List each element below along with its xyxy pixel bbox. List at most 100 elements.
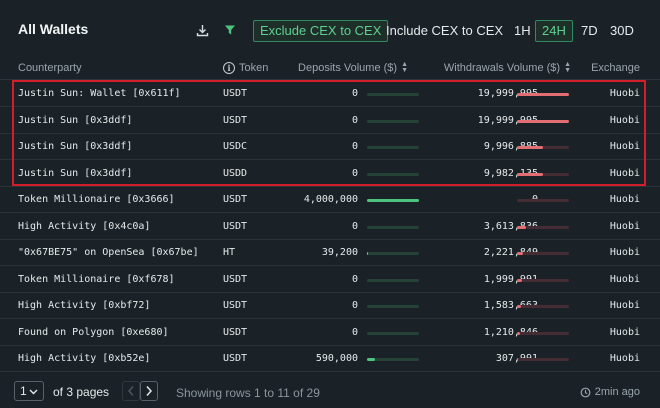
counterparty-cell[interactable]: Justin Sun [0x3ddf] (18, 114, 133, 126)
exclude-cex-toggle[interactable]: Exclude CEX to CEX (253, 20, 389, 42)
column-withdrawals[interactable]: Withdrawals Volume ($) ▲ ▼ (444, 61, 571, 74)
withdrawal-bar (517, 146, 569, 149)
counterparty-cell[interactable]: High Activity [0x4c0a] (18, 220, 151, 232)
deposit-bar (367, 305, 419, 308)
counterparty-cell[interactable]: "0x67BE75" on OpenSea [0x67be] (18, 247, 199, 258)
timeframe-1h[interactable]: 1H (514, 23, 531, 38)
withdrawal-bar (517, 119, 569, 123)
table-row[interactable]: High Activity [0xbf72] USDT 0 1,583,663 Huob… (0, 293, 660, 319)
withdrawal-bar (517, 199, 569, 202)
counterparty-cell[interactable]: High Activity [0xbf72] (18, 300, 151, 311)
token-cell: USDT (223, 353, 248, 364)
token-cell: HT (223, 247, 236, 258)
counterparty-cell[interactable]: High Activity [0xb52e] (18, 353, 151, 364)
deposits-cell: 0 (351, 273, 358, 285)
column-token-label: Token (239, 62, 269, 74)
withdrawal-bar-fill (517, 93, 569, 96)
page-count: of 3 pages (53, 385, 110, 399)
deposits-cell: 0 (351, 167, 358, 179)
counterparty-cell[interactable]: Token Millionaire [0x3666] (18, 194, 175, 205)
last-updated: 2min ago (580, 386, 640, 398)
column-deposits[interactable]: Deposits Volume ($) ▲ ▼ (298, 61, 408, 74)
column-deposits-label: Deposits Volume ($) (298, 62, 398, 74)
timeframe-24h[interactable]: 24H (535, 20, 573, 42)
next-page-button[interactable] (140, 381, 158, 401)
withdrawals-cell: 1,999,991 (483, 273, 538, 285)
counterparty-cell[interactable]: Found on Polygon [0xe680] (18, 326, 169, 338)
counterparty-cell[interactable]: Justin Sun [0x3ddf] (18, 141, 133, 152)
timeframe-7d[interactable]: 7D (581, 23, 598, 38)
table-row[interactable]: "0x67BE75" on OpenSea [0x67be] HT 39,200 2,… (0, 240, 660, 266)
exchange-cell: Huobi (609, 141, 640, 152)
filter-icon[interactable] (222, 22, 238, 38)
withdrawal-bar-fill (517, 252, 523, 255)
withdrawal-bar-fill (517, 358, 519, 361)
table-row[interactable]: High Activity [0x4c0a] USDT 0 3,613,836 Huob… (0, 214, 660, 240)
withdrawals-cell: 1,210,846 (483, 326, 538, 338)
page-title: All Wallets (18, 21, 89, 37)
deposit-bar (367, 119, 419, 123)
table-row[interactable]: Justin Sun [0x3ddf] USDC 0 9,996,885 Huobi (0, 134, 660, 160)
token-cell: USDT (223, 220, 248, 232)
table-row[interactable]: High Activity [0xb52e] USDT 590,000 307,991… (0, 346, 660, 372)
deposits-cell: 0 (351, 326, 358, 338)
timeframe-30d[interactable]: 30D (610, 23, 634, 38)
exchange-cell: Huobi (609, 114, 640, 126)
withdrawal-bar (517, 225, 569, 229)
token-cell: USDT (223, 300, 248, 311)
sort-icon[interactable]: ▲ ▼ (401, 61, 408, 74)
deposits-cell: 0 (351, 88, 358, 99)
withdrawal-bar-fill (517, 119, 569, 123)
withdrawal-bar (517, 305, 569, 308)
deposit-bar (367, 252, 419, 255)
page-select[interactable]: 1 (14, 381, 44, 401)
token-cell: USDT (223, 114, 248, 126)
withdrawals-cell: 9,982,135 (483, 167, 538, 179)
withdrawals-cell: 1,583,663 (483, 300, 538, 311)
column-token[interactable]: i Token (223, 62, 268, 74)
chevron-right-icon (146, 386, 153, 396)
counterparty-cell[interactable]: Token Millionaire [0xf678] (18, 273, 175, 285)
exchange-cell: Huobi (609, 353, 640, 364)
withdrawals-cell: 19,999,995 (477, 114, 538, 126)
table-row[interactable]: Justin Sun [0x3ddf] USDD 0 9,982,135 Huobi (0, 161, 660, 187)
rows-summary: Showing rows 1 to 11 of 29 (176, 386, 320, 400)
pagination-footer: 1 of 3 pages Showing rows 1 to 11 of 29 … (0, 374, 660, 408)
deposits-cell: 0 (351, 300, 358, 311)
withdrawal-bar-fill (517, 331, 521, 335)
deposits-cell: 4,000,000 (303, 194, 358, 205)
deposit-bar (367, 225, 419, 229)
download-icon[interactable] (194, 22, 210, 38)
include-cex-toggle[interactable]: Include CEX to CEX (386, 23, 504, 38)
withdrawals-cell: 19,999,995 (477, 88, 538, 99)
column-counterparty[interactable]: Counterparty (18, 62, 82, 74)
exchange-cell: Huobi (609, 273, 640, 285)
exchange-cell: Huobi (609, 300, 640, 311)
withdrawal-bar-fill (517, 305, 522, 308)
table-header: Counterparty i Token Deposits Volume ($)… (0, 56, 660, 80)
deposit-bar (367, 331, 419, 335)
deposits-cell: 0 (351, 141, 358, 152)
exchange-cell: Huobi (609, 247, 640, 258)
clock-icon (580, 387, 591, 397)
table-row[interactable]: Token Millionaire [0x3666]USDT4,000,0000… (0, 187, 660, 213)
table-row[interactable]: Token Millionaire [0xf678] USDT 0 1,999,991… (0, 267, 660, 293)
table-row[interactable]: Justin Sun: Wallet [0x611f] USDT 0 19,999,9… (0, 81, 660, 107)
sort-icon[interactable]: ▲ ▼ (564, 61, 571, 74)
deposit-bar (367, 358, 419, 361)
table-row[interactable]: Found on Polygon [0xe680] USDT 0 1,210,846 H… (0, 320, 660, 346)
withdrawal-bar-fill (517, 146, 543, 149)
deposit-bar (367, 93, 419, 96)
withdrawals-cell: 9,996,885 (483, 141, 538, 152)
deposits-cell: 39,200 (321, 247, 358, 258)
table-row[interactable]: Justin Sun [0x3ddf] USDT 0 19,999,995 Huobi (0, 108, 660, 134)
counterparty-cell[interactable]: Justin Sun [0x3ddf] (18, 167, 133, 179)
withdrawal-bar (517, 358, 569, 361)
exchange-cell: Huobi (609, 220, 640, 232)
info-icon[interactable]: i (223, 62, 235, 74)
exchange-cell: Huobi (609, 326, 640, 338)
counterparty-cell[interactable]: Justin Sun: Wallet [0x611f] (18, 88, 181, 99)
prev-page-button[interactable] (122, 381, 140, 401)
deposit-bar-fill (367, 252, 368, 255)
deposit-bar (367, 199, 419, 202)
